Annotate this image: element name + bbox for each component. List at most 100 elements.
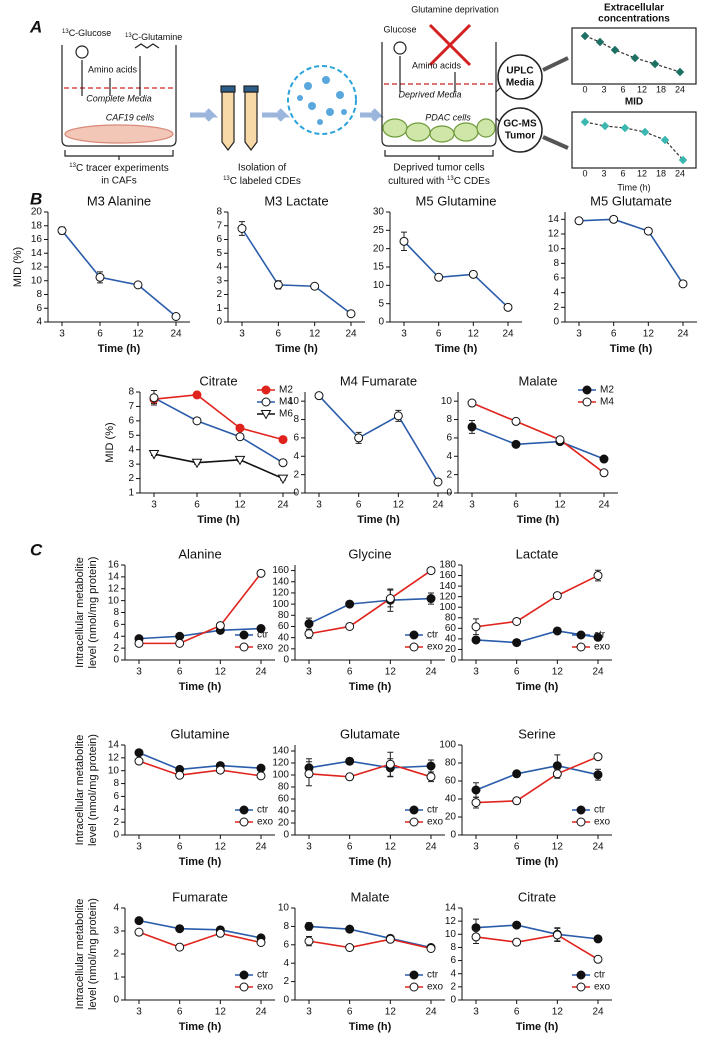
series-line <box>308 938 432 950</box>
y-tick-label: 8 <box>113 778 119 789</box>
marker <box>191 458 203 469</box>
marker <box>426 761 436 771</box>
y-tick-label: 2 <box>553 302 559 313</box>
y-tick-label: 12 <box>108 752 120 763</box>
y-tick-label: 4 <box>216 262 222 273</box>
chart-title: M3 Lactate <box>264 193 328 208</box>
x-tick-label: 24 <box>592 667 604 678</box>
x-tick-label: 6 <box>514 1007 520 1018</box>
marker <box>399 236 409 246</box>
legend-label: M2 <box>279 385 293 396</box>
y-tick-label: 0 <box>113 995 119 1006</box>
y-tick-label: 4 <box>553 287 559 298</box>
marker <box>256 763 266 773</box>
y-tick-label: 1 <box>216 303 222 314</box>
marker <box>552 761 562 771</box>
y-tick-label: 0 <box>283 830 289 841</box>
legend-label: ctr <box>594 970 606 981</box>
label: Amino acids <box>88 64 138 74</box>
marker <box>467 398 477 408</box>
x-tick-label: 12 <box>552 842 564 853</box>
marker <box>433 477 443 487</box>
x-tick-label: 24 <box>592 1007 604 1018</box>
marker <box>346 309 356 319</box>
y-tick-label: 120 <box>272 588 289 599</box>
marker <box>593 571 603 581</box>
y-axis-label: level (nmol/mg protein) <box>87 734 99 846</box>
x-tick-label: 6 <box>194 500 200 511</box>
legend-label: exo <box>257 817 274 828</box>
series-line <box>475 764 599 791</box>
x-tick-label: 3 <box>136 1007 142 1018</box>
legend-label: ctr <box>427 630 439 641</box>
legend-marker <box>261 397 271 407</box>
glucose-icon <box>75 45 89 59</box>
legend-marker <box>582 397 592 407</box>
x-axis-label: Time (h) <box>517 514 560 526</box>
marker <box>345 772 355 782</box>
y-tick-label: 10 <box>288 396 300 407</box>
x-tick-label: 24 <box>255 667 267 678</box>
marker <box>134 916 144 926</box>
y-tick-label: 80 <box>445 758 457 769</box>
mini-tick-label: 12 <box>637 168 647 178</box>
y-axis-label: Intracellular metabolite <box>74 557 86 668</box>
label: UPLC <box>506 66 533 77</box>
chart-title: M3 Alanine <box>87 193 151 208</box>
x-axis-label: Time (h) <box>349 856 392 868</box>
label: Amino acids <box>412 60 462 70</box>
y-tick-label: 20 <box>31 207 43 218</box>
marker <box>192 390 202 400</box>
y-tick-label: 0 <box>553 317 559 328</box>
x-tick-label: 6 <box>436 329 442 340</box>
marker <box>304 769 314 779</box>
marker <box>273 280 283 290</box>
y-tick-label: 100 <box>439 602 456 613</box>
arrows <box>399 56 456 92</box>
y-tick-label: 25 <box>373 225 385 236</box>
marker <box>354 433 364 443</box>
panel-a-diagram <box>61 23 697 169</box>
marker <box>426 566 436 576</box>
chart-title: Citrate <box>518 889 556 904</box>
y-tick-label: 2 <box>216 289 222 300</box>
marker <box>467 422 477 432</box>
y-tick-label: 3 <box>128 459 134 470</box>
y-tick-label: 80 <box>278 610 290 621</box>
legend-label: M4 <box>279 397 293 408</box>
text: C-Glucose <box>69 28 112 38</box>
y-tick-label: 0 <box>450 830 456 841</box>
marker <box>175 942 185 952</box>
x-axis-label: Time (h) <box>435 343 478 355</box>
sup: 13 <box>125 33 132 39</box>
x-tick-label: 3 <box>306 1007 312 1018</box>
chart-title: Glycine <box>348 546 391 561</box>
mini-plot-frame <box>571 111 697 169</box>
y-tick-label: 10 <box>445 929 457 940</box>
label: GC-MS <box>503 119 537 130</box>
chart-title: M4 Fumarate <box>340 373 417 388</box>
panel-label: B <box>30 189 42 208</box>
y-tick-label: 4 <box>36 317 42 328</box>
y-tick-label: 6 <box>446 433 452 444</box>
x-tick-label: 12 <box>554 500 566 511</box>
chart: M3 Alanine 4 6 8 10 12 14 16 18 20 3 6 12 24 Time (h) M… <box>12 193 190 355</box>
legend-marker <box>409 642 419 652</box>
y-tick-label: 8 <box>128 387 134 398</box>
y-tick-label: 0 <box>446 488 452 499</box>
marker <box>593 934 603 944</box>
chart: M5 Glutamine 0 5 10 15 20 25 30 3 6 12 24 Time (h) <box>373 193 522 355</box>
x-tick-label: 3 <box>59 329 65 340</box>
marker <box>593 954 603 964</box>
y-tick-label: 80 <box>445 612 457 623</box>
x-tick-label: 12 <box>643 329 655 340</box>
marker <box>277 474 289 485</box>
chart-title: M5 Glutamine <box>416 193 497 208</box>
marker <box>345 924 355 934</box>
y-tick-label: 0 <box>283 655 289 666</box>
tube-cap <box>220 85 236 93</box>
